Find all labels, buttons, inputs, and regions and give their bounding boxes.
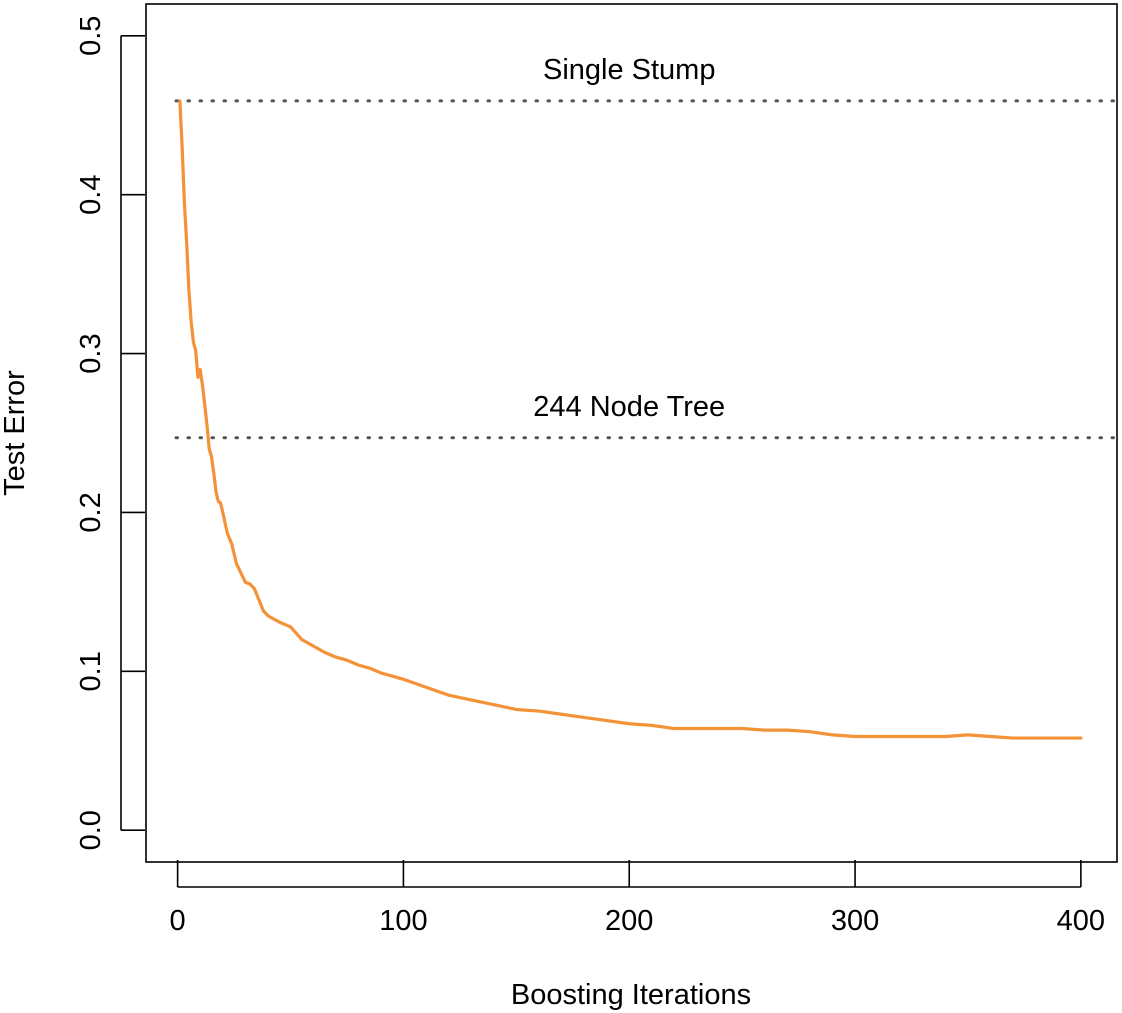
reference-line-label: Single Stump xyxy=(543,54,716,86)
x-tick-label: 0 xyxy=(170,905,186,937)
x-tick-label: 100 xyxy=(379,905,427,937)
x-tick-label: 300 xyxy=(831,905,879,937)
y-tick-label: 0.5 xyxy=(75,16,107,56)
y-axis-title: Test Error xyxy=(0,370,31,496)
y-tick-label: 0.3 xyxy=(75,333,107,373)
y-tick-label: 0.0 xyxy=(75,810,107,850)
y-tick-label: 0.1 xyxy=(75,651,107,691)
series-line-test-error xyxy=(178,99,1083,740)
y-axis: 0.0 0.1 0.2 0.3 0.4 0.5 xyxy=(75,16,145,850)
x-axis: 0 100 200 300 400 xyxy=(170,860,1105,937)
y-tick-label: 0.4 xyxy=(75,175,107,215)
reference-line-label: 244 Node Tree xyxy=(533,391,725,423)
y-tick-label: 0.2 xyxy=(75,492,107,532)
x-tick-label: 200 xyxy=(605,905,653,937)
x-axis-title: Boosting Iterations xyxy=(511,979,751,1011)
reference-lines: Single Stump 244 Node Tree xyxy=(174,54,1117,440)
series-layer xyxy=(178,99,1083,740)
plot-frame xyxy=(145,3,1118,863)
x-tick-label: 400 xyxy=(1057,905,1105,937)
